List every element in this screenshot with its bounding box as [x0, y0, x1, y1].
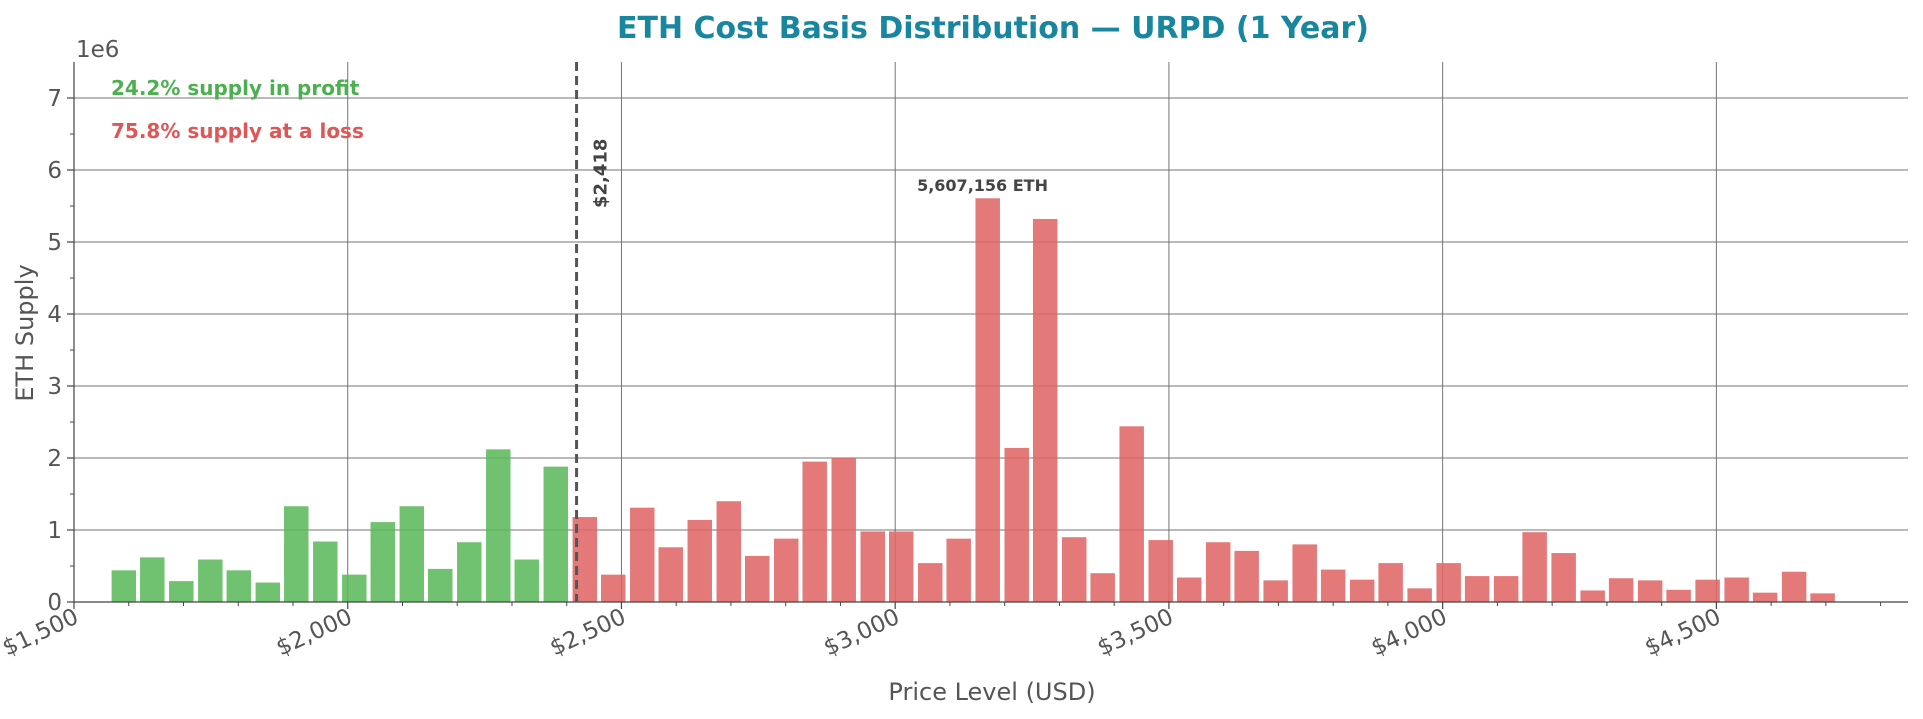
current-price-label: $2,418	[591, 139, 612, 208]
bar-55	[1695, 579, 1720, 602]
bar-27	[888, 531, 914, 602]
bar-33	[1061, 537, 1087, 602]
y-tick-label-2: 2	[47, 446, 62, 472]
bar-22	[744, 555, 770, 602]
x-axis-label: Price Level (USD)	[888, 678, 1095, 706]
bar-26	[860, 531, 885, 602]
bar-51	[1580, 590, 1605, 602]
bar-50	[1551, 553, 1576, 602]
bar-28	[917, 563, 943, 602]
bar-21	[716, 501, 742, 602]
chart-title: ETH Cost Basis Distribution — URPD (1 Ye…	[617, 11, 1369, 46]
bar-41	[1292, 544, 1317, 602]
peak-label: 5,607,156 ETH	[917, 176, 1048, 195]
bar-39	[1234, 550, 1259, 602]
axes	[73, 62, 1908, 603]
bar-59	[1810, 593, 1835, 602]
bar-34	[1090, 573, 1115, 602]
x-tick-label-4: $3,500	[1094, 604, 1178, 662]
y-tick-label-5: 5	[47, 230, 62, 256]
x-tick-label-1: $2,000	[272, 604, 356, 662]
bar-44	[1378, 563, 1403, 602]
bar-20	[687, 519, 712, 602]
bar-37	[1176, 577, 1202, 602]
bar-35	[1119, 426, 1144, 602]
bar-56	[1724, 577, 1749, 602]
loss-annotation: 75.8% supply at a loss	[111, 119, 364, 143]
bar-25	[831, 458, 856, 602]
bar-17	[601, 574, 626, 602]
bar-2	[169, 581, 194, 602]
bar-4	[226, 570, 252, 602]
bar-57	[1752, 592, 1778, 602]
bar-10	[399, 506, 425, 602]
bar-47	[1464, 576, 1490, 602]
bar-1	[140, 557, 165, 602]
bar-46	[1436, 563, 1461, 602]
bar-38	[1205, 542, 1231, 602]
bar-36	[1148, 540, 1173, 602]
x-tick-label-6: $4,500	[1641, 604, 1725, 662]
bar-14	[514, 559, 539, 602]
bar-13	[486, 449, 511, 602]
y-tick-label-4: 4	[47, 302, 62, 328]
y-tick-label-7: 7	[47, 86, 62, 112]
x-tick-label-0: $1,500	[0, 604, 83, 662]
bar-30	[975, 198, 1000, 602]
bar-12	[457, 542, 482, 602]
bar-54	[1666, 589, 1691, 602]
bar-3	[198, 559, 223, 602]
profit-annotation: 24.2% supply in profit	[111, 76, 360, 100]
x-tick-label-5: $4,000	[1367, 604, 1451, 662]
y-axis-label: ETH Supply	[11, 264, 39, 401]
bar-42	[1320, 569, 1346, 602]
y-tick-label-6: 6	[47, 158, 62, 184]
bar-6	[284, 506, 309, 602]
bar-48	[1493, 576, 1519, 602]
y-tick-label-3: 3	[47, 374, 62, 400]
bar-5	[255, 582, 281, 602]
bar-53	[1637, 580, 1663, 602]
bar-18	[630, 507, 655, 602]
bar-7	[313, 541, 338, 602]
bar-29	[946, 538, 971, 602]
bar-19	[658, 547, 683, 602]
bar-23	[774, 538, 799, 602]
bar-24	[802, 461, 827, 602]
x-tick-label-3: $3,000	[820, 604, 904, 662]
bar-8	[342, 574, 367, 602]
bar-58	[1781, 571, 1807, 602]
bar-40	[1263, 580, 1288, 602]
overlays: $2,418 5,607,156 ETH	[575, 62, 1048, 602]
bars	[111, 198, 1835, 602]
bar-31	[1004, 447, 1029, 602]
bar-52	[1608, 578, 1634, 602]
x-tick-label-2: $2,500	[546, 604, 630, 662]
bar-32	[1032, 218, 1058, 602]
bar-43	[1349, 579, 1375, 602]
bar-0	[111, 570, 137, 602]
bar-49	[1522, 532, 1547, 602]
y-tick-label-1: 1	[47, 518, 62, 544]
bar-45	[1407, 588, 1432, 602]
bar-11	[428, 568, 453, 602]
bar-15	[543, 466, 569, 602]
y-tick-label-0: 0	[47, 590, 62, 616]
y-offset-label: 1e6	[76, 37, 119, 63]
bar-9	[370, 522, 396, 602]
